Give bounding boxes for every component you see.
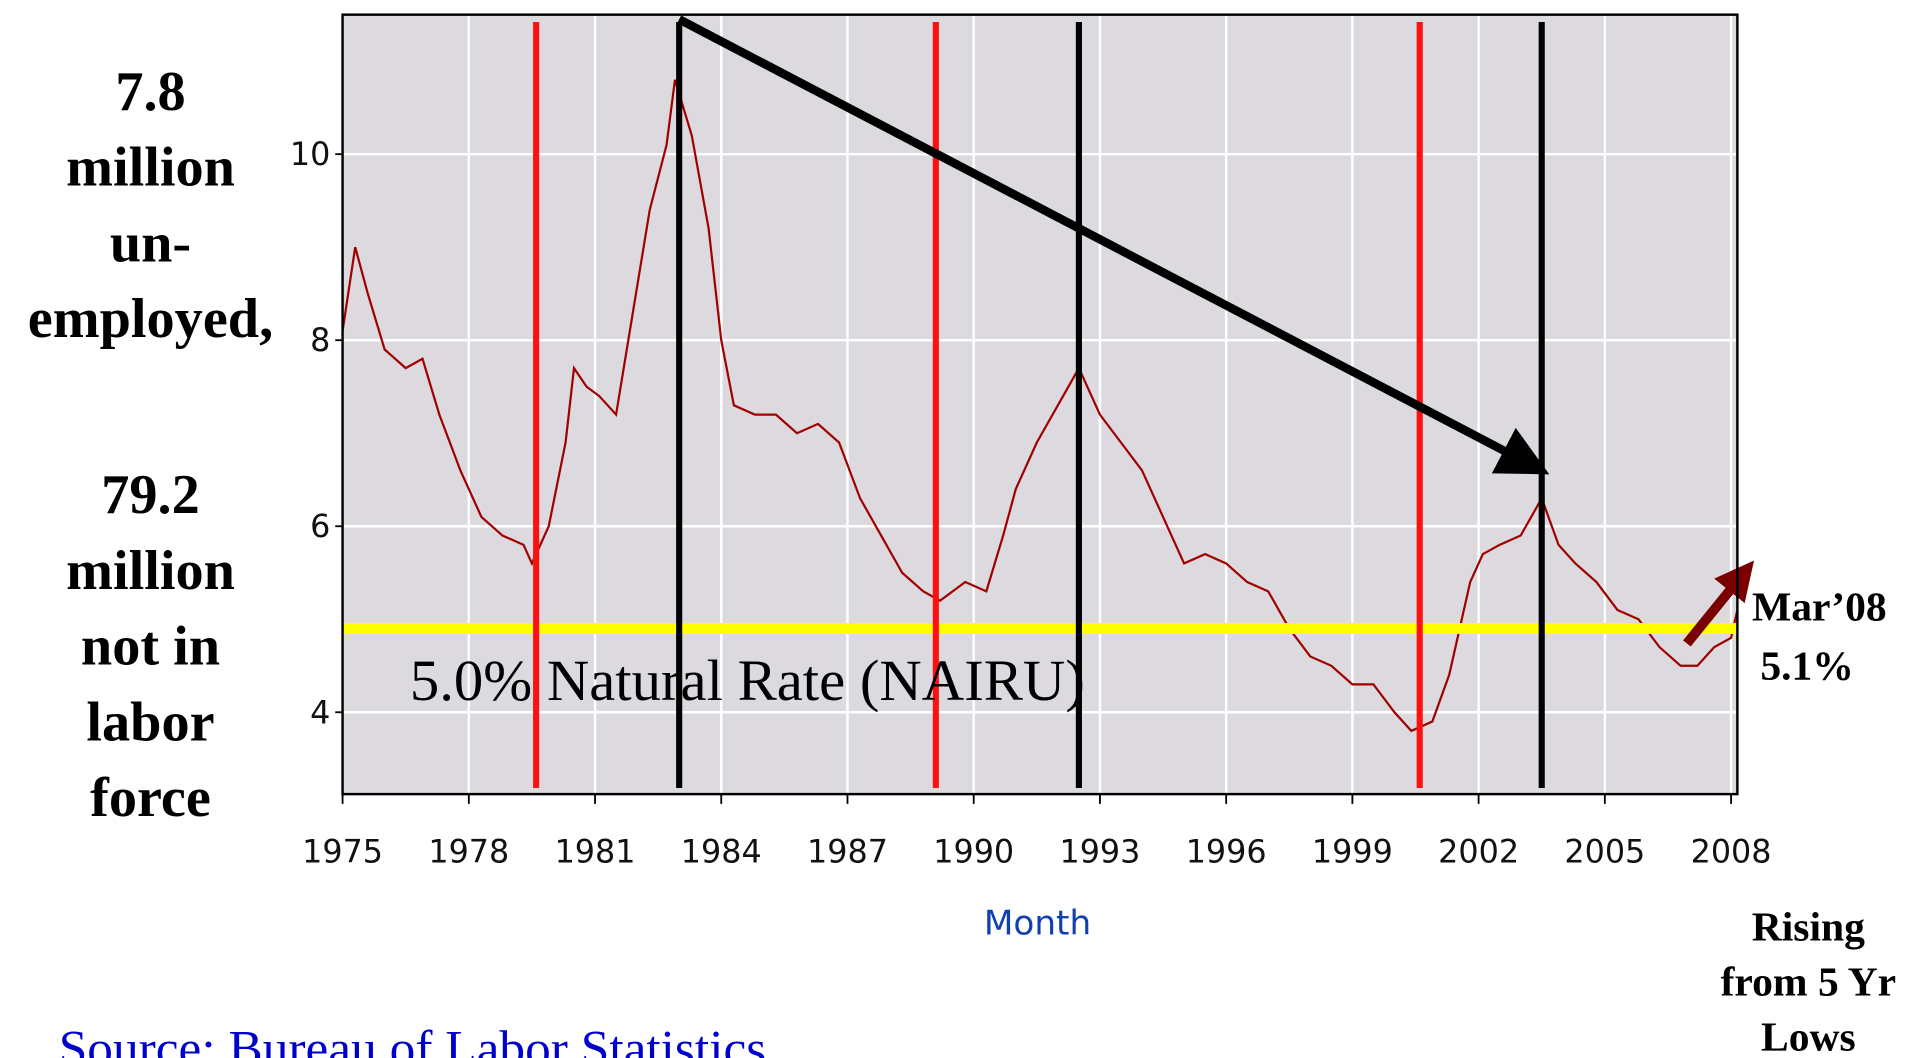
y-tick-label: 10 — [290, 137, 330, 173]
plot-background — [342, 14, 1738, 795]
x-axis-label: Month — [984, 904, 1091, 944]
y-tick-label: 6 — [310, 509, 330, 545]
left-text: million — [66, 540, 235, 602]
right-text: from 5 Yr — [1721, 959, 1896, 1005]
right-text: Rising — [1752, 904, 1865, 950]
right-text: 5.1% — [1760, 642, 1854, 688]
right-text: Lows — [1761, 1014, 1856, 1058]
left-text: 7.8 — [115, 61, 185, 123]
x-tick-label: 2008 — [1691, 835, 1772, 871]
source: Source: Bureau of Labor Statistics — [59, 1020, 767, 1058]
x-tick-label: 1996 — [1186, 835, 1267, 871]
x-tick-label: 1993 — [1059, 835, 1140, 871]
left-text: 79.2 — [101, 464, 199, 526]
x-tick-label: 2005 — [1564, 835, 1645, 871]
x-tick-label: 1987 — [807, 835, 888, 871]
x-tick-label: 1999 — [1312, 835, 1393, 871]
y-tick-label: 4 — [310, 695, 330, 731]
arrow — [677, 15, 1550, 475]
x-tick-label: 1984 — [681, 835, 762, 871]
y-tick-label: 8 — [310, 323, 330, 359]
nairu-label: 5.0% Natural Rate (NAIRU) — [410, 648, 1085, 713]
right-text: Mar’08 — [1752, 584, 1887, 630]
x-tick-label: 1978 — [428, 835, 509, 871]
left-text: force — [90, 767, 211, 829]
left-text: million — [66, 137, 235, 199]
plot-frame — [341, 13, 1739, 796]
left-text: employed, — [28, 288, 273, 350]
left-text: not in — [81, 616, 220, 678]
x-tick-label: 1990 — [933, 835, 1014, 871]
x-tick-label: 1981 — [555, 835, 636, 871]
x-tick-label: 1975 — [302, 835, 383, 871]
x-tick-label: 2002 — [1438, 835, 1519, 871]
left-text: labor — [86, 691, 214, 753]
left-text: un- — [110, 212, 191, 274]
line — [341, 79, 1739, 733]
